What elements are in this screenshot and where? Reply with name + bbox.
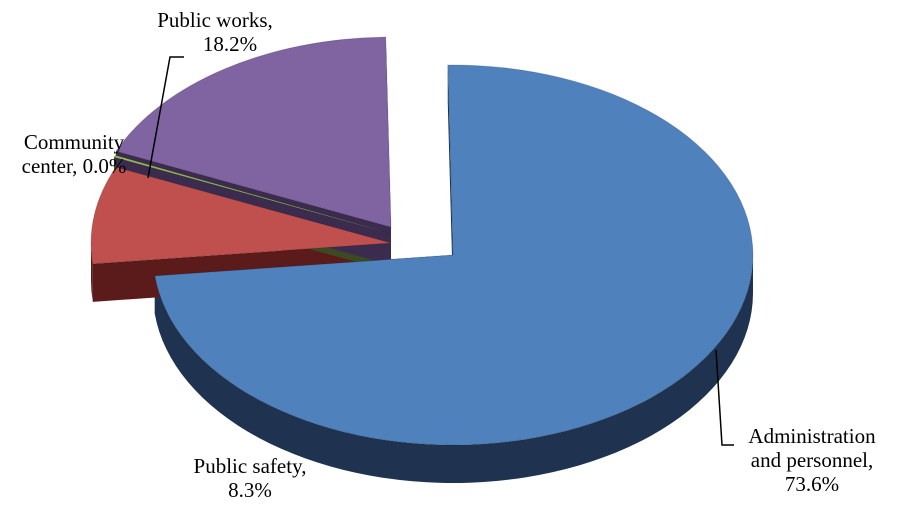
- label-administration: Administration and personnel, 73.6%: [728, 424, 896, 496]
- label-community-center-prefix: center,: [21, 154, 78, 178]
- label-administration-line2: and personnel,: [750, 448, 874, 472]
- leader-line-public-works: [147, 56, 184, 179]
- leader-line-administration: [715, 349, 734, 446]
- label-public-works-name: Public works,: [157, 8, 273, 32]
- label-community-center-name: Community: [23, 130, 125, 154]
- label-community-center-value: 0.0%: [82, 154, 127, 178]
- label-public-works-value: 18.2%: [202, 32, 258, 56]
- label-community-center: Community center, 0.0%: [4, 130, 144, 178]
- pie-slice-works: [115, 36, 392, 228]
- label-community-center-line2: center, 0.0%: [4, 154, 144, 178]
- pie-tops: [90, 36, 754, 446]
- label-public-safety-value: 8.3%: [228, 478, 272, 502]
- leader-lines: [147, 56, 734, 446]
- label-public-works: Public works, 18.2%: [140, 8, 290, 56]
- label-public-safety-name: Public safety,: [193, 454, 307, 478]
- pie-side-safety: [91, 243, 93, 302]
- pie-slice-community: [113, 154, 390, 234]
- label-administration-value: 73.6%: [784, 472, 840, 496]
- label-administration-name: Administration: [748, 424, 876, 448]
- label-public-safety: Public safety, 8.3%: [160, 454, 340, 502]
- pie-slice-safety: [90, 166, 392, 265]
- pie-slice-admin: [154, 64, 754, 446]
- pie-side-admin: [154, 255, 754, 484]
- pie-cut-admin-0: [447, 65, 453, 294]
